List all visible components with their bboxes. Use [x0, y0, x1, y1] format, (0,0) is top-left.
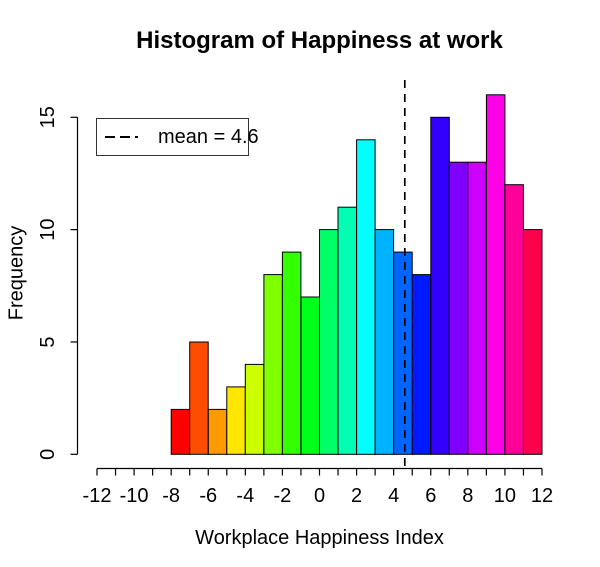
y-tick-label: 5 — [37, 336, 59, 347]
histogram-bar — [448, 161, 469, 455]
histogram-bar — [356, 139, 376, 455]
x-tick-label: 6 — [425, 485, 436, 507]
x-tick-label: 8 — [462, 485, 473, 507]
histogram-bar — [226, 386, 246, 455]
histogram-bar — [281, 251, 302, 455]
histogram-bar — [374, 229, 395, 455]
x-tick-label: -10 — [120, 485, 149, 507]
histogram-bar — [467, 161, 487, 455]
histogram-bar — [337, 206, 357, 455]
histogram-bar — [523, 229, 543, 455]
histogram-bar — [430, 116, 450, 455]
x-tick-label: 2 — [351, 485, 362, 507]
histogram-bar — [393, 251, 413, 455]
legend: mean = 4.6 — [96, 118, 259, 156]
histogram-bar — [504, 184, 524, 455]
y-tick-label: 0 — [37, 449, 59, 460]
histogram-bar — [300, 296, 320, 455]
histogram-bar — [319, 229, 339, 455]
histogram-bar — [485, 94, 506, 455]
x-tick-label: -2 — [274, 485, 292, 507]
legend-dashed-line-icon — [105, 136, 138, 138]
x-tick-label: 0 — [314, 485, 325, 507]
x-tick-label: 4 — [388, 485, 399, 507]
x-tick-label: 10 — [494, 485, 516, 507]
histogram-bar — [170, 408, 191, 455]
x-tick-label: -6 — [199, 485, 217, 507]
y-tick-label: 10 — [37, 218, 59, 240]
chart-title: Histogram of Happiness at work — [136, 27, 503, 54]
histogram-bar — [263, 274, 283, 455]
histogram-bar — [207, 408, 228, 455]
histogram-bar — [189, 341, 209, 455]
x-tick-label: -12 — [83, 485, 112, 507]
y-axis-title: Frequency — [5, 225, 28, 321]
histogram-bar — [244, 363, 265, 455]
histogram-bar — [411, 274, 432, 455]
x-tick-label: 12 — [531, 485, 553, 507]
x-tick-label: -4 — [236, 485, 254, 507]
x-tick-label: -8 — [162, 485, 180, 507]
legend-label: mean = 4.6 — [158, 125, 259, 148]
y-tick-label: 15 — [37, 106, 59, 128]
x-axis-title: Workplace Happiness Index — [195, 527, 444, 549]
